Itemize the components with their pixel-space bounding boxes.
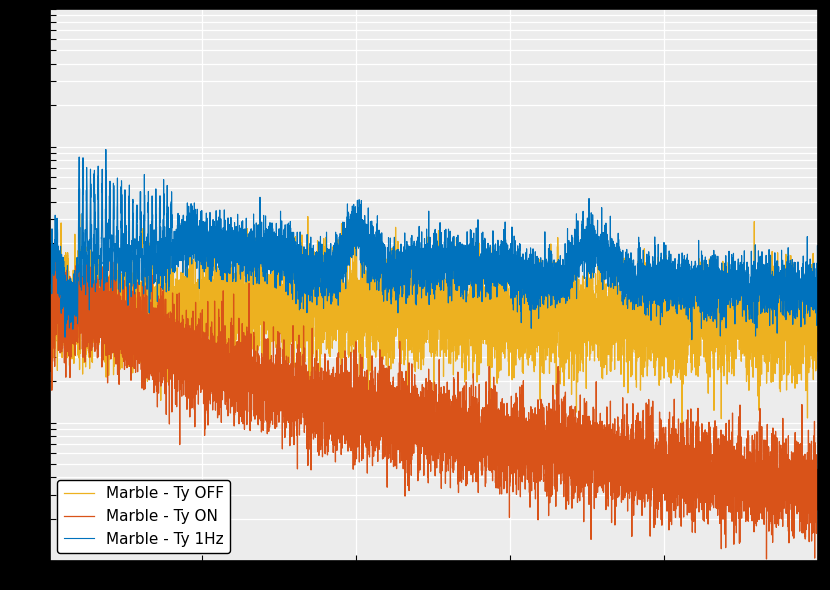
Marble - Ty OFF: [499, 303, 509, 310]
Marble - Ty 1Hz: [45, 237, 55, 244]
Marble - Ty ON: [761, 555, 771, 562]
Marble - Ty ON: [84, 319, 94, 326]
Marble - Ty OFF: [45, 341, 55, 348]
Marble - Ty ON: [499, 464, 509, 471]
Marble - Ty 1Hz: [533, 284, 543, 291]
Marble - Ty ON: [533, 422, 543, 429]
Line: Marble - Ty OFF: Marble - Ty OFF: [50, 214, 818, 434]
Marble - Ty 1Hz: [813, 271, 823, 278]
Marble - Ty 1Hz: [323, 267, 333, 274]
Marble - Ty 1Hz: [83, 255, 93, 263]
Marble - Ty OFF: [75, 211, 85, 218]
Legend: Marble - Ty OFF, Marble - Ty ON, Marble - Ty 1Hz: Marble - Ty OFF, Marble - Ty ON, Marble …: [57, 480, 231, 553]
Marble - Ty 1Hz: [687, 336, 697, 343]
Marble - Ty ON: [45, 291, 55, 298]
Line: Marble - Ty ON: Marble - Ty ON: [50, 248, 818, 559]
Marble - Ty OFF: [84, 301, 94, 309]
Marble - Ty OFF: [677, 431, 687, 438]
Marble - Ty 1Hz: [499, 272, 509, 279]
Marble - Ty ON: [614, 446, 624, 453]
Marble - Ty 1Hz: [655, 271, 665, 278]
Marble - Ty ON: [813, 505, 823, 512]
Line: Marble - Ty 1Hz: Marble - Ty 1Hz: [50, 149, 818, 340]
Marble - Ty 1Hz: [101, 146, 111, 153]
Marble - Ty ON: [655, 493, 665, 500]
Marble - Ty OFF: [533, 291, 543, 298]
Marble - Ty OFF: [813, 344, 823, 351]
Marble - Ty OFF: [323, 330, 333, 337]
Marble - Ty OFF: [614, 322, 624, 329]
Marble - Ty OFF: [655, 267, 665, 274]
Marble - Ty 1Hz: [614, 264, 624, 271]
Marble - Ty ON: [51, 245, 61, 252]
Marble - Ty ON: [323, 412, 333, 419]
